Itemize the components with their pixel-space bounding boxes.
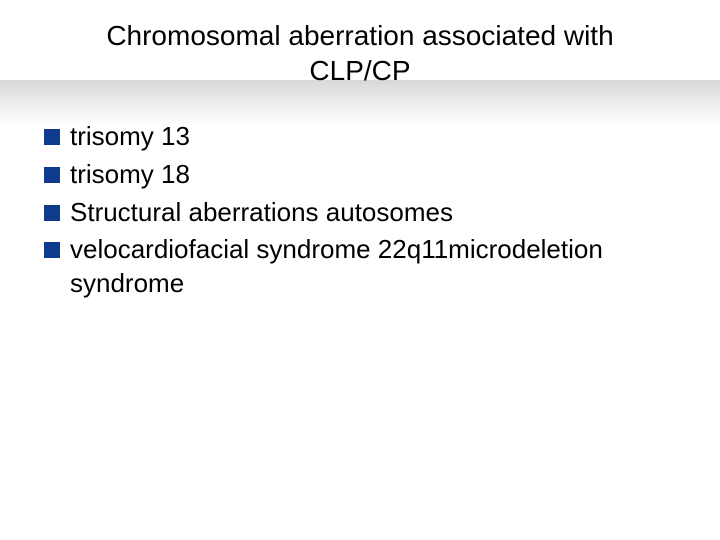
bullet-text: velocardiofacial syndrome 22q11microdele… bbox=[70, 233, 680, 301]
bullet-square-icon bbox=[44, 205, 60, 221]
list-item: trisomy 18 bbox=[44, 158, 680, 192]
list-item: Structural aberrations autosomes bbox=[44, 196, 680, 230]
bullet-list: trisomy 13 trisomy 18 Structural aberrat… bbox=[0, 120, 720, 301]
bullet-square-icon bbox=[44, 129, 60, 145]
list-item: trisomy 13 bbox=[44, 120, 680, 154]
list-item: velocardiofacial syndrome 22q11microdele… bbox=[44, 233, 680, 301]
bullet-text: Structural aberrations autosomes bbox=[70, 196, 453, 230]
slide-title: Chromosomal aberration associated with C… bbox=[0, 0, 720, 88]
bullet-square-icon bbox=[44, 167, 60, 183]
title-line-2: CLP/CP bbox=[309, 55, 410, 86]
bullet-text: trisomy 18 bbox=[70, 158, 190, 192]
bullet-square-icon bbox=[44, 242, 60, 258]
title-line-1: Chromosomal aberration associated with bbox=[106, 20, 613, 51]
bullet-text: trisomy 13 bbox=[70, 120, 190, 154]
